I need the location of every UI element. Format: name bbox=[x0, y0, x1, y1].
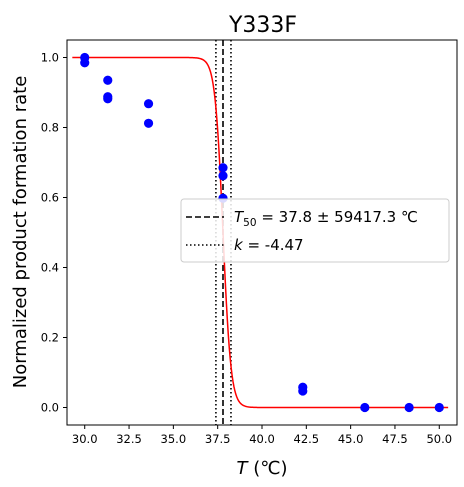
data-point bbox=[298, 386, 308, 396]
y-tick-label: 0.4 bbox=[41, 261, 59, 275]
legend-entry-t50: T50 = 37.8 ± 59417.3 ℃ bbox=[234, 208, 418, 229]
data-point bbox=[218, 163, 228, 173]
x-tick-label: 47.5 bbox=[382, 432, 408, 446]
fit-curve bbox=[72, 56, 449, 409]
x-tick-label: 37.5 bbox=[205, 432, 231, 446]
y-tick-label: 0.6 bbox=[41, 191, 59, 205]
data-point bbox=[103, 75, 113, 85]
y-axis: 0.0 0.2 0.4 0.6 0.8 1.0 bbox=[41, 51, 67, 415]
x-tick-label: 42.5 bbox=[294, 432, 320, 446]
y-tick-label: 0.8 bbox=[41, 121, 59, 135]
x-axis: 30.0 32.5 35.0 37.5 40.0 42.5 45.0 47.5 50.0 bbox=[72, 425, 452, 446]
data-point bbox=[360, 402, 370, 413]
legend-entry-k-value: = -4.47 bbox=[243, 236, 304, 254]
x-axis-label-unit: (℃) bbox=[248, 458, 288, 479]
data-point bbox=[434, 402, 444, 413]
legend-box bbox=[180, 198, 450, 263]
legend-entry-t50-symbol: T bbox=[234, 208, 245, 226]
x-axis-label: T (℃) bbox=[237, 458, 288, 479]
y-axis-label: Normalized product formation rate bbox=[10, 76, 31, 389]
legend-entry-k: k = -4.47 bbox=[234, 236, 304, 254]
data-point bbox=[404, 402, 414, 413]
x-tick-label: 50.0 bbox=[426, 432, 452, 446]
data-point bbox=[218, 171, 228, 181]
data-point bbox=[80, 58, 90, 68]
y-tick-label: 0.0 bbox=[41, 401, 59, 415]
x-tick-label: 35.0 bbox=[161, 432, 187, 446]
y-tick-label: 1.0 bbox=[41, 51, 59, 65]
x-tick-label: 32.5 bbox=[116, 432, 142, 446]
data-point bbox=[143, 99, 154, 109]
legend-entry-t50-subscript: 50 bbox=[243, 217, 256, 229]
data-point bbox=[103, 94, 113, 104]
x-axis-label-symbol: T bbox=[237, 458, 250, 479]
legend: T50 = 37.8 ± 59417.3 ℃ k = -4.47 bbox=[180, 198, 450, 263]
chart-title: Y333F bbox=[228, 13, 297, 38]
legend-entry-t50-value: = 37.8 ± 59417.3 ℃ bbox=[257, 208, 418, 226]
y-tick-label: 0.2 bbox=[41, 331, 59, 345]
x-tick-label: 45.0 bbox=[338, 432, 364, 446]
data-point bbox=[143, 118, 154, 128]
x-tick-label: 30.0 bbox=[72, 432, 98, 446]
legend-entry-k-symbol: k bbox=[234, 236, 244, 254]
x-tick-label: 40.0 bbox=[249, 432, 275, 446]
